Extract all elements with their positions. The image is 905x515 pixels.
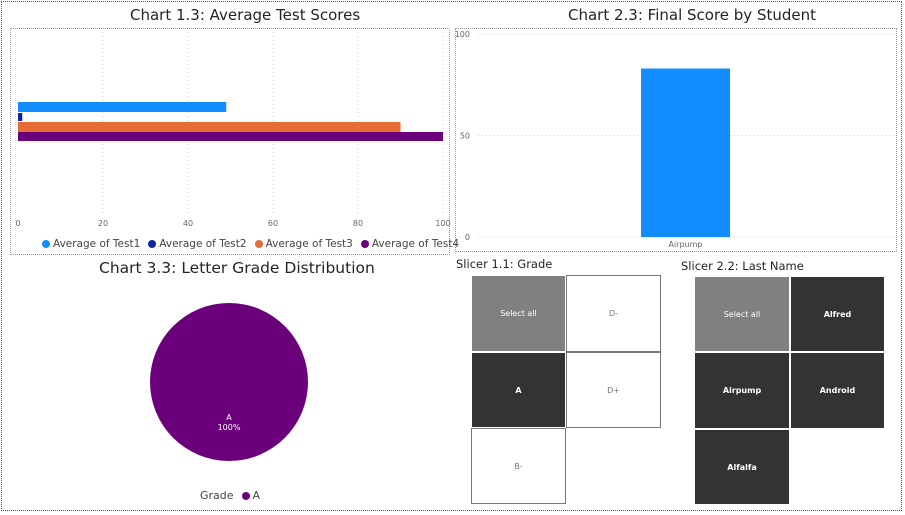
- slicer1-select-all[interactable]: Select all: [471, 275, 566, 352]
- slicer1-tile-d-minus[interactable]: D-: [566, 275, 661, 352]
- slicer2-title: Slicer 2.2: Last Name: [681, 259, 804, 273]
- bar-airpump: [641, 68, 730, 237]
- slicer1-tile-d-plus[interactable]: D+: [566, 352, 661, 428]
- chart3-title: Chart 3.3: Letter Grade Distribution: [99, 259, 375, 277]
- y-tick-label: 50: [460, 132, 470, 141]
- legend-item-test4[interactable]: Average of Test4: [360, 238, 460, 250]
- slicer2-tile-alfalfa[interactable]: Alfalfa: [694, 429, 790, 505]
- chart2-title: Chart 2.3: Final Score by Student: [568, 6, 816, 24]
- legend-item-test1[interactable]: Average of Test1: [42, 238, 140, 250]
- legend-label: Average of Test1: [53, 238, 141, 250]
- x-tick-label: Airpump: [668, 240, 702, 249]
- chart1-title: Chart 1.3: Average Test Scores: [130, 6, 361, 24]
- legend-dot-icon: [360, 240, 369, 248]
- bar-3: [18, 122, 401, 132]
- chart1-plot: 0 20 40 60 80 100: [15, 32, 451, 228]
- legend-title: Grade: [200, 489, 234, 502]
- chart2-visual[interactable]: [455, 28, 897, 252]
- pie-data-label: A: [226, 413, 232, 422]
- legend-dot-icon: [241, 491, 250, 500]
- pie-slice-a: [150, 303, 308, 461]
- slicer2-tile-airpump[interactable]: Airpump: [694, 352, 790, 429]
- legend-label: Average of Test3: [265, 238, 353, 250]
- x-tick-label: 100: [435, 219, 450, 228]
- x-tick-label: 0: [15, 219, 20, 228]
- x-tick-label: 60: [268, 219, 278, 228]
- legend-dot-icon: [148, 240, 157, 248]
- legend-dot-icon: [254, 240, 263, 248]
- x-tick-label: 20: [98, 219, 108, 228]
- slicer2-select-all[interactable]: Select all: [694, 276, 790, 352]
- chart2-plot: 100 50 0 Airpump: [455, 30, 895, 249]
- x-tick-label: 80: [353, 219, 363, 228]
- bar-2: [18, 113, 23, 121]
- legend-label: A: [252, 489, 261, 502]
- slicer1-tile-a[interactable]: A: [471, 352, 566, 428]
- chart1-legend: Average of Test1 Average of Test2 Averag…: [42, 238, 459, 250]
- y-tick-label: 0: [465, 233, 470, 242]
- slicer2-tile-android[interactable]: Android: [790, 352, 885, 429]
- slicer2-tile-alfred[interactable]: Alfred: [790, 276, 885, 352]
- slicer1-title: Slicer 1.1: Grade: [456, 257, 553, 271]
- x-tick-label: 40: [183, 219, 193, 228]
- chart3-legend: Grade A: [200, 489, 260, 502]
- chart1-visual[interactable]: [10, 28, 450, 255]
- pie-data-percent: 100%: [218, 423, 241, 432]
- legend-item-a[interactable]: A: [241, 489, 261, 502]
- legend-dot-icon: [42, 240, 50, 248]
- bar-4: [18, 132, 443, 141]
- legend-label: Average of Test4: [371, 238, 460, 250]
- legend-item-test3[interactable]: Average of Test3: [254, 238, 353, 250]
- legend-item-test2[interactable]: Average of Test2: [148, 238, 247, 250]
- legend-label: Average of Test2: [159, 238, 247, 250]
- y-tick-label: 100: [455, 30, 470, 39]
- bar-1: [18, 102, 227, 112]
- slicer1-tile-b-minus[interactable]: B-: [471, 428, 566, 504]
